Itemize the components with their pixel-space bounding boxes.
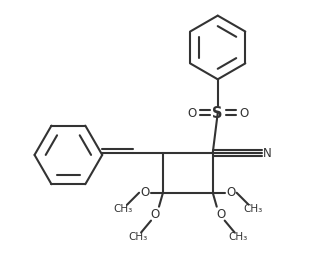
Text: O: O: [141, 186, 150, 199]
Text: CH₃: CH₃: [114, 204, 133, 214]
Text: O: O: [226, 186, 235, 199]
Text: CH₃: CH₃: [228, 232, 247, 242]
Text: N: N: [263, 147, 271, 160]
Text: S: S: [213, 106, 223, 121]
Text: O: O: [150, 208, 160, 221]
Text: CH₃: CH₃: [243, 204, 262, 214]
Text: O: O: [239, 107, 248, 120]
Text: O: O: [187, 107, 197, 120]
Text: O: O: [216, 208, 225, 221]
Text: CH₃: CH₃: [128, 232, 148, 242]
